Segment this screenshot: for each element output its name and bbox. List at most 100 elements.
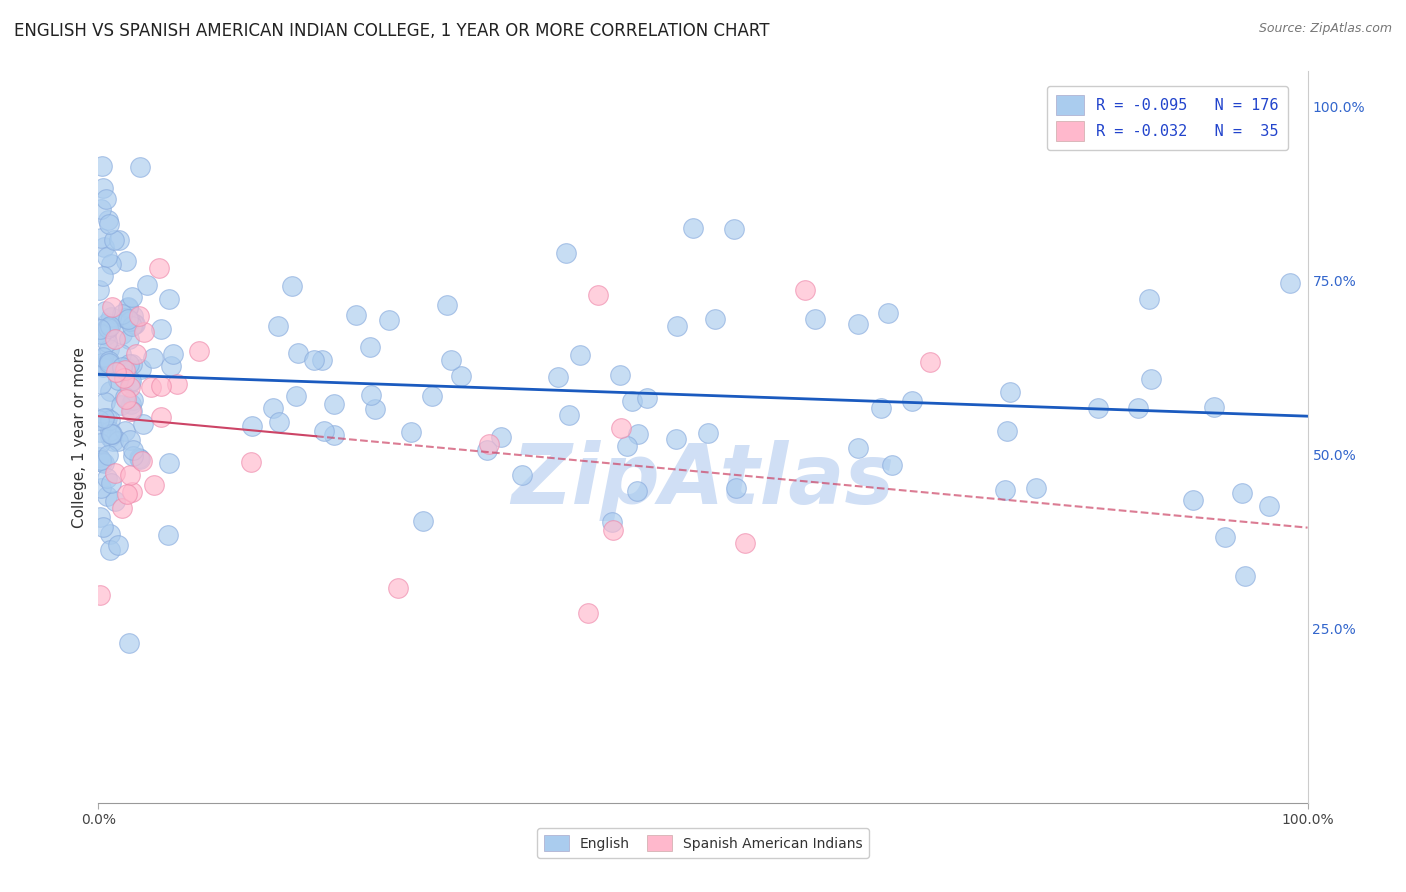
Point <box>558 408 581 422</box>
Point <box>120 374 142 388</box>
Point <box>125 347 148 361</box>
Point <box>111 307 134 321</box>
Point <box>1233 568 1256 582</box>
Point <box>98 527 121 541</box>
Point <box>91 159 114 173</box>
Point <box>103 233 125 247</box>
Point <box>621 394 644 409</box>
Point <box>96 250 118 264</box>
Point <box>117 301 139 315</box>
Point <box>150 322 173 336</box>
Point <box>93 410 115 425</box>
Point <box>118 376 141 390</box>
Point <box>121 319 143 334</box>
Point <box>114 390 136 404</box>
Point <box>94 415 117 429</box>
Point <box>846 317 869 331</box>
Point <box>322 428 344 442</box>
Point <box>97 319 120 334</box>
Point <box>89 436 111 450</box>
Point <box>98 413 121 427</box>
Point <box>314 424 336 438</box>
Point <box>117 332 139 346</box>
Point <box>87 450 110 465</box>
Point <box>344 308 367 322</box>
Point <box>378 313 401 327</box>
Point <box>510 468 533 483</box>
Point <box>267 318 290 333</box>
Point <box>100 257 122 271</box>
Point <box>1258 499 1281 513</box>
Point <box>422 389 444 403</box>
Point <box>96 489 118 503</box>
Point <box>1025 482 1047 496</box>
Point <box>1128 401 1150 416</box>
Point <box>150 379 173 393</box>
Point <box>104 365 127 379</box>
Point <box>118 380 141 394</box>
Point <box>98 217 121 231</box>
Point <box>387 581 409 595</box>
Point <box>98 358 121 372</box>
Point <box>89 283 111 297</box>
Point <box>128 452 150 467</box>
Point <box>188 344 211 359</box>
Point <box>150 410 173 425</box>
Point <box>122 442 145 457</box>
Point <box>142 351 165 365</box>
Point <box>97 448 120 462</box>
Point <box>1202 400 1225 414</box>
Point <box>139 380 162 394</box>
Point <box>491 430 513 444</box>
Point <box>98 318 121 333</box>
Point <box>132 417 155 431</box>
Point <box>89 510 111 524</box>
Point <box>554 245 576 260</box>
Point <box>112 370 135 384</box>
Point <box>100 310 122 325</box>
Point <box>100 426 122 441</box>
Point <box>114 425 136 439</box>
Point <box>90 230 112 244</box>
Point <box>311 353 333 368</box>
Point <box>135 278 157 293</box>
Point <box>96 411 118 425</box>
Point <box>91 360 114 375</box>
Point <box>682 221 704 235</box>
Point <box>600 516 623 530</box>
Point <box>120 404 142 418</box>
Point <box>111 500 134 515</box>
Point <box>90 356 112 370</box>
Point <box>160 359 183 373</box>
Point <box>110 347 132 361</box>
Point <box>100 424 122 438</box>
Point <box>568 348 591 362</box>
Point <box>98 543 121 558</box>
Point <box>91 181 114 195</box>
Point <box>90 327 112 342</box>
Point <box>121 290 143 304</box>
Point <box>995 424 1018 438</box>
Point <box>1000 384 1022 399</box>
Point <box>1139 372 1161 386</box>
Point <box>918 355 941 369</box>
Point <box>794 283 817 297</box>
Point <box>1087 401 1109 415</box>
Point <box>131 454 153 468</box>
Point <box>723 221 745 235</box>
Point <box>93 240 115 254</box>
Point <box>89 588 111 602</box>
Point <box>96 471 118 485</box>
Point <box>115 392 138 406</box>
Point <box>91 358 114 372</box>
Point <box>450 368 472 383</box>
Point <box>90 481 112 495</box>
Text: ENGLISH VS SPANISH AMERICAN INDIAN COLLEGE, 1 YEAR OR MORE CORRELATION CHART: ENGLISH VS SPANISH AMERICAN INDIAN COLLE… <box>14 22 769 40</box>
Point <box>89 321 111 335</box>
Point <box>128 451 150 466</box>
Point <box>107 538 129 552</box>
Point <box>121 392 143 407</box>
Point <box>104 493 127 508</box>
Point <box>134 325 156 339</box>
Point <box>118 635 141 649</box>
